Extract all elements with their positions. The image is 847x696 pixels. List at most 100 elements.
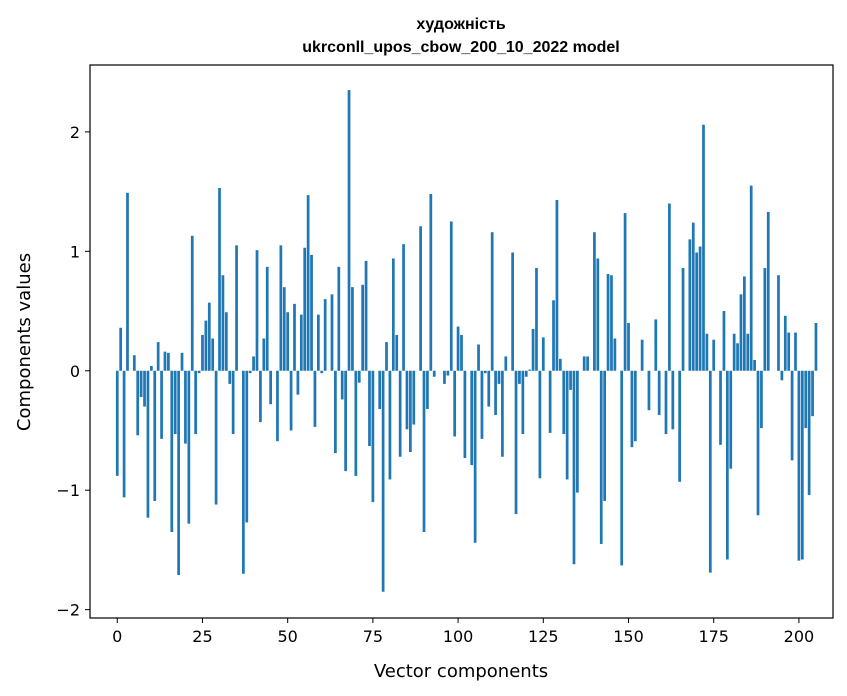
bar-component-161 (664, 370, 668, 435)
bar-component-169 (691, 222, 695, 371)
bar-component-56 (306, 195, 310, 371)
bar-component-17 (173, 370, 177, 435)
y-tick-label: 0 (70, 362, 80, 381)
bar-component-119 (521, 370, 525, 435)
bar-component-186 (749, 185, 753, 371)
bar-component-86 (409, 370, 412, 452)
bar-component-66 (340, 370, 344, 400)
bar-component-99 (453, 370, 457, 437)
bar-component-133 (569, 370, 572, 390)
bar-component-140 (593, 232, 596, 371)
bar-component-81 (391, 258, 395, 371)
bar-component-51 (289, 370, 293, 431)
bar-component-170 (695, 252, 699, 371)
bar-component-91 (426, 370, 429, 409)
x-tick-label: 50 (277, 627, 297, 646)
bar-component-87 (412, 370, 416, 425)
bar-component-203 (807, 370, 811, 495)
bar-component-1 (119, 327, 123, 371)
bar-component-137 (582, 356, 586, 371)
bar-component-189 (760, 370, 763, 429)
bar-component-102 (463, 370, 467, 458)
bar-component-7 (139, 370, 143, 398)
bar-component-92 (429, 193, 433, 371)
bar-component-10 (149, 365, 153, 371)
x-tick-label: 75 (363, 627, 383, 646)
bar-component-79 (385, 342, 388, 371)
y-tick-label: −2 (56, 601, 80, 620)
bar-component-49 (282, 287, 286, 371)
bar-component-142 (599, 370, 603, 544)
bar-component-50 (286, 312, 290, 371)
bar-component-156 (647, 370, 651, 411)
bar-component-33 (228, 370, 232, 384)
chart-title: художність (416, 16, 506, 33)
y-tick-label: −1 (56, 481, 80, 500)
bar-component-134 (572, 370, 576, 565)
bar-component-101 (460, 334, 463, 371)
bar-component-204 (811, 370, 814, 417)
bar-component-173 (705, 333, 709, 371)
bar-component-117 (514, 370, 518, 515)
bar-component-198 (790, 370, 794, 461)
bar-component-34 (231, 370, 235, 435)
bar-component-196 (783, 315, 787, 371)
bar-component-181 (732, 333, 736, 371)
y-axis-label: Components values (14, 253, 35, 431)
bar-component-67 (344, 370, 347, 472)
bar-component-93 (432, 370, 436, 377)
bar-component-122 (531, 328, 535, 371)
x-tick-label: 0 (112, 627, 122, 646)
bar-component-168 (688, 239, 692, 371)
bar-component-123 (535, 268, 538, 371)
bar-component-138 (586, 356, 589, 371)
bar-series (115, 90, 818, 592)
bar-component-47 (276, 370, 279, 442)
bar-component-187 (753, 360, 756, 371)
bar-component-75 (371, 370, 375, 503)
bar-component-71 (357, 370, 361, 383)
bar-component-191 (766, 211, 770, 371)
bar-component-100 (456, 326, 460, 371)
bar-component-180 (729, 370, 733, 469)
x-tick-label: 150 (613, 627, 644, 646)
bar-component-64 (334, 370, 337, 454)
bar-component-135 (576, 370, 579, 493)
bar-component-60 (320, 370, 324, 374)
bar-component-116 (511, 252, 514, 371)
bar-component-141 (596, 258, 600, 371)
bar-component-174 (708, 370, 712, 573)
bar-component-20 (184, 370, 187, 444)
bar-component-23 (194, 370, 198, 435)
bar-component-53 (296, 370, 300, 395)
bar-component-162 (668, 203, 671, 371)
bar-component-63 (330, 294, 334, 371)
bar-component-30 (218, 188, 221, 371)
bar-component-43 (262, 338, 266, 371)
bar-component-22 (190, 235, 194, 371)
bar-component-202 (804, 370, 808, 429)
bar-component-9 (146, 370, 150, 518)
bar-component-5 (132, 355, 136, 371)
bar-component-175 (712, 339, 716, 371)
bar-component-48 (279, 245, 283, 371)
bar-component-106 (477, 344, 480, 371)
bar-component-177 (719, 370, 722, 445)
bar-component-83 (398, 370, 402, 457)
bar-component-113 (501, 370, 504, 457)
bar-component-184 (743, 276, 746, 371)
x-tick-label: 100 (443, 627, 474, 646)
bar-component-73 (364, 260, 368, 371)
bar-component-28 (211, 338, 215, 371)
bar-component-2 (122, 370, 126, 498)
bar-component-57 (310, 254, 313, 371)
bar-component-159 (657, 370, 661, 415)
bar-component-124 (538, 370, 542, 479)
bar-component-6 (136, 370, 140, 436)
bar-component-145 (610, 275, 613, 371)
bar-component-31 (221, 275, 225, 371)
bar-component-172 (702, 124, 705, 371)
bar-component-42 (259, 370, 262, 423)
bar-component-107 (480, 370, 484, 439)
